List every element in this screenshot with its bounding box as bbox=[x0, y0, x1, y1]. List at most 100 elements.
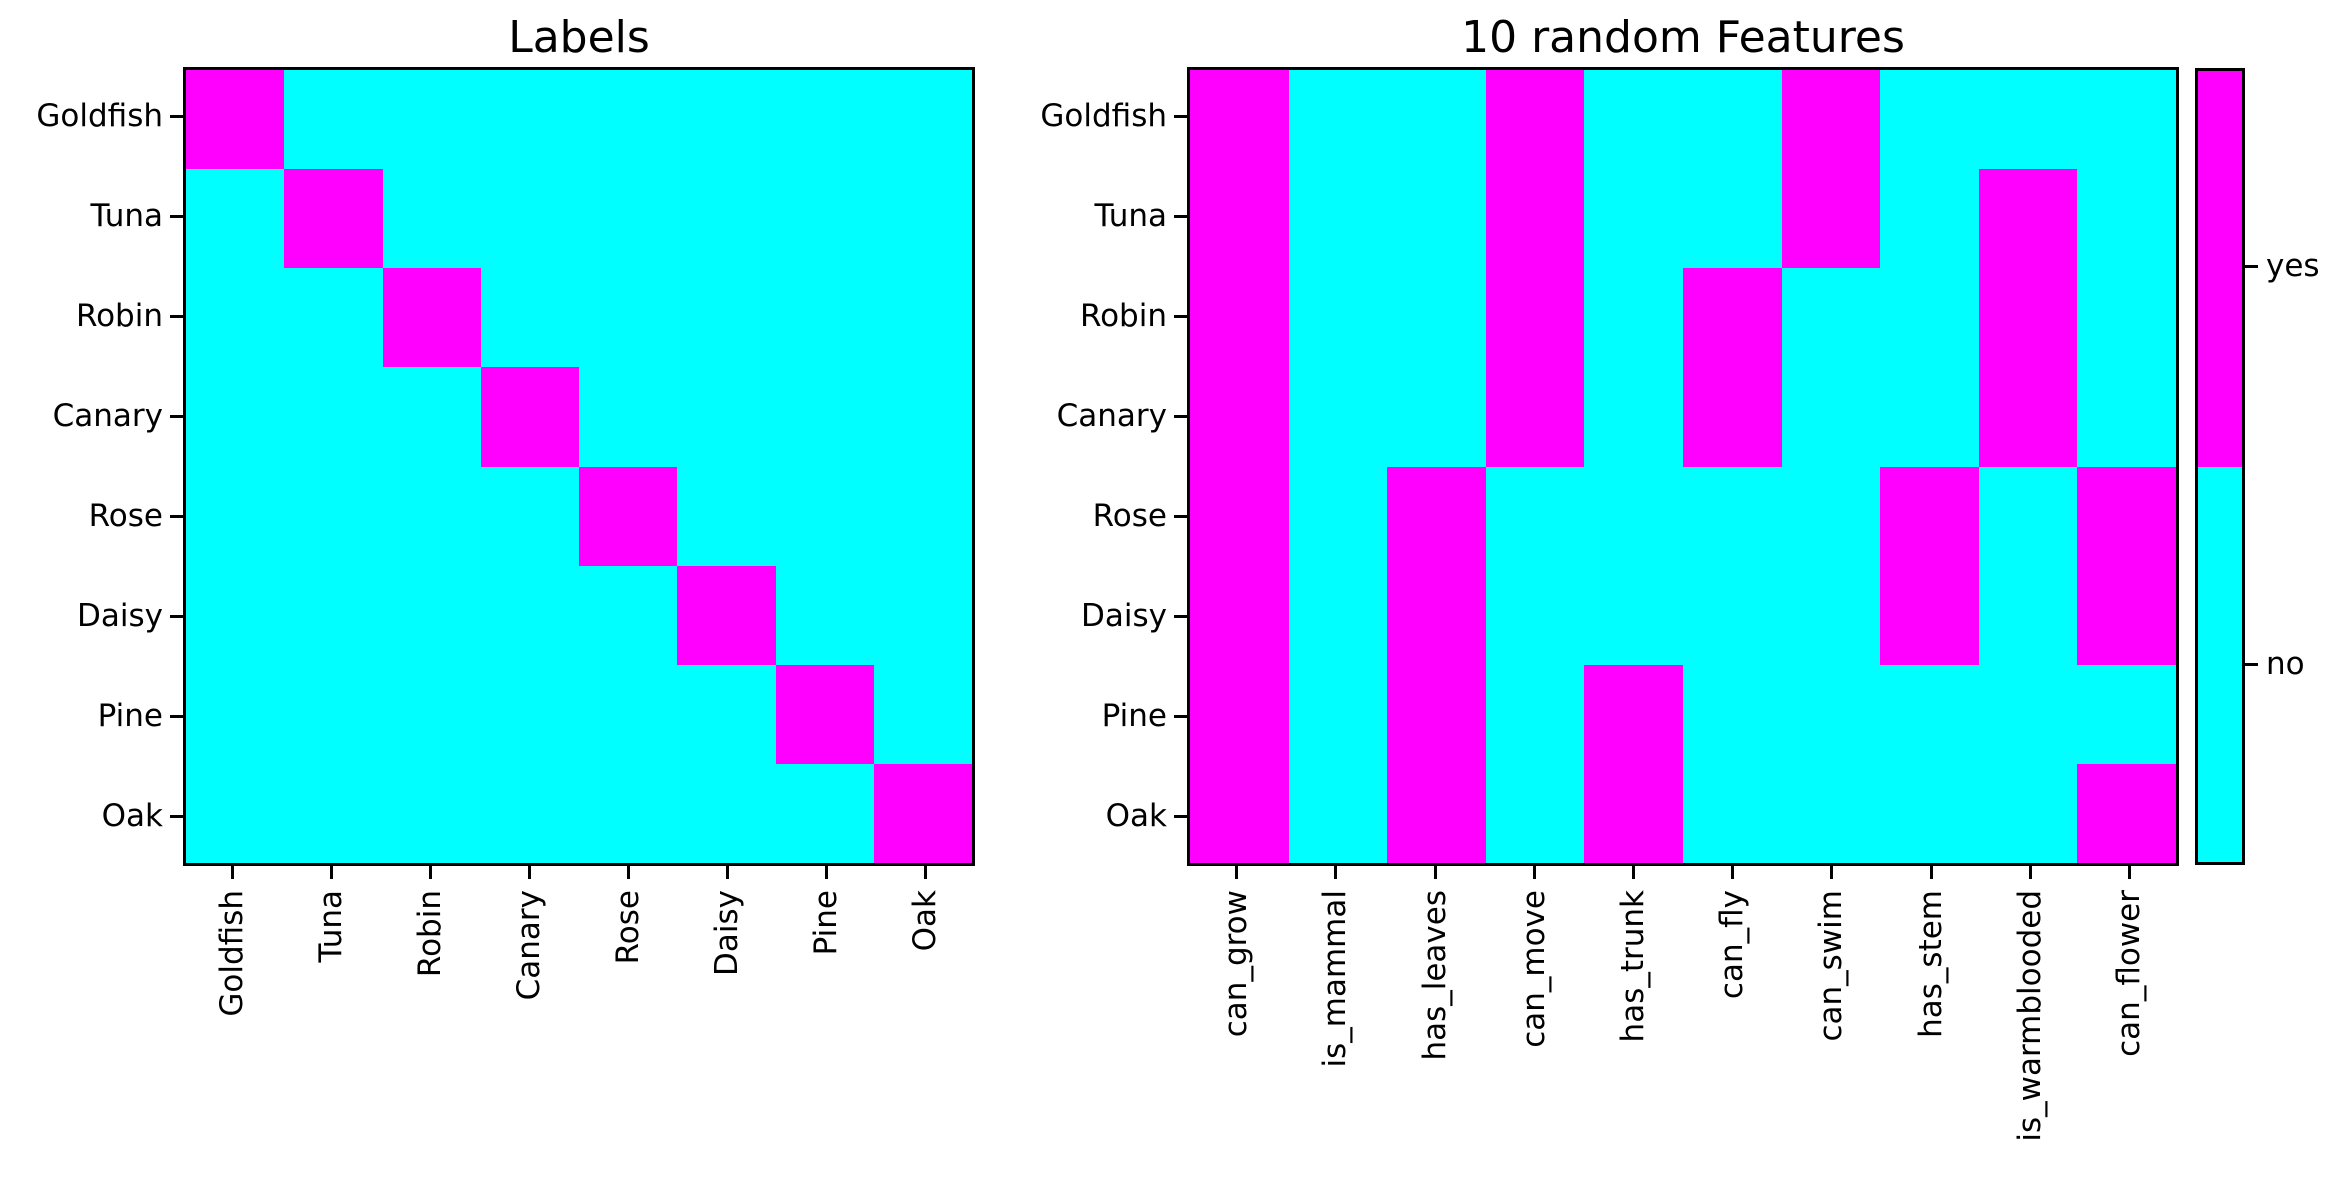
cell-tuna-can-fly bbox=[1682, 169, 1782, 269]
cell-tuna-goldfish bbox=[186, 169, 285, 269]
y-tick-label-robin: Robin bbox=[1079, 298, 1167, 335]
colorbar-label-yes: yes bbox=[2266, 248, 2320, 284]
x-tick-can-fly bbox=[1731, 866, 1735, 879]
cell-canary-daisy bbox=[677, 367, 776, 467]
cell-goldfish-is-mammal bbox=[1288, 70, 1388, 170]
cell-daisy-rose bbox=[579, 565, 678, 665]
cell-oak-daisy bbox=[677, 763, 776, 863]
cell-pine-can-move bbox=[1485, 664, 1585, 764]
cell-pine-canary bbox=[480, 664, 579, 764]
y-tick-label-pine: Pine bbox=[1101, 697, 1167, 734]
x-tick-label-can-grow: can_grow bbox=[1218, 890, 1255, 1038]
cell-oak-robin bbox=[382, 763, 481, 863]
cell-goldfish-daisy bbox=[677, 70, 776, 170]
cell-rose-robin bbox=[382, 466, 481, 566]
y-tick-label-tuna: Tuna bbox=[1094, 198, 1167, 235]
cell-pine-is-warmblooded bbox=[1978, 664, 2078, 764]
colorbar-yes-segment bbox=[2198, 71, 2242, 467]
left-plot-title: Labels bbox=[508, 12, 650, 63]
x-tick-label-is-warmblooded: is_warmblooded bbox=[2011, 890, 2048, 1142]
cell-pine-robin bbox=[382, 664, 481, 764]
cell-goldfish-tuna bbox=[284, 70, 383, 170]
colorbar bbox=[2195, 68, 2245, 865]
y-tick-pine bbox=[1174, 714, 1187, 718]
cell-oak-goldfish bbox=[186, 763, 285, 863]
cell-goldfish-can-move bbox=[1485, 70, 1585, 170]
x-tick-tuna bbox=[330, 866, 333, 879]
cell-tuna-tuna bbox=[284, 169, 383, 269]
cell-goldfish-has-leaves bbox=[1387, 70, 1486, 170]
cell-oak-can-fly bbox=[1682, 763, 1782, 863]
cell-daisy-has-trunk bbox=[1584, 565, 1683, 665]
cell-robin-is-warmblooded bbox=[1978, 268, 2078, 368]
colorbar-no-segment bbox=[2198, 466, 2242, 862]
cell-daisy-robin bbox=[382, 565, 481, 665]
cell-tuna-has-trunk bbox=[1584, 169, 1683, 269]
y-tick-label-pine: Pine bbox=[97, 697, 163, 734]
y-tick-pine bbox=[170, 714, 183, 718]
x-tick-label-goldfish: Goldfish bbox=[214, 890, 250, 1017]
x-tick-label-can-flower: can_flower bbox=[2110, 890, 2147, 1057]
cell-daisy-canary bbox=[480, 565, 579, 665]
x-tick-is-mammal bbox=[1334, 866, 1338, 879]
cell-canary-is-mammal bbox=[1288, 367, 1388, 467]
cell-goldfish-goldfish bbox=[186, 70, 285, 170]
y-tick-tuna bbox=[170, 215, 183, 219]
cell-pine-oak bbox=[873, 664, 972, 764]
cell-daisy-can-grow bbox=[1190, 565, 1289, 665]
x-tick-label-rose: Rose bbox=[610, 890, 646, 965]
cell-tuna-robin bbox=[382, 169, 481, 269]
x-tick-oak bbox=[924, 866, 927, 879]
colorbar-label-no: no bbox=[2266, 646, 2305, 682]
cell-rose-can-grow bbox=[1190, 466, 1289, 566]
cell-tuna-can-swim bbox=[1781, 169, 1881, 269]
cell-oak-can-grow bbox=[1190, 763, 1289, 863]
x-tick-label-pine: Pine bbox=[808, 890, 844, 956]
y-tick-daisy bbox=[1174, 614, 1187, 618]
x-tick-label-is-mammal: is_mammal bbox=[1317, 890, 1354, 1068]
cell-rose-tuna bbox=[284, 466, 383, 566]
cell-goldfish-can-flower bbox=[2077, 70, 2176, 170]
cell-robin-pine bbox=[775, 268, 874, 368]
x-tick-label-canary: Canary bbox=[511, 890, 547, 1001]
cell-daisy-can-move bbox=[1485, 565, 1585, 665]
colorbar-tick-no bbox=[2245, 663, 2258, 666]
cell-pine-can-grow bbox=[1190, 664, 1289, 764]
x-tick-is-warmblooded bbox=[2028, 866, 2032, 879]
cell-rose-canary bbox=[480, 466, 579, 566]
y-tick-canary bbox=[170, 415, 183, 419]
x-tick-has-trunk bbox=[1631, 866, 1635, 879]
cell-rose-has-leaves bbox=[1387, 466, 1486, 566]
cell-robin-can-grow bbox=[1190, 268, 1289, 368]
cell-canary-can-grow bbox=[1190, 367, 1289, 467]
y-tick-label-daisy: Daisy bbox=[1081, 597, 1167, 634]
cell-oak-can-move bbox=[1485, 763, 1585, 863]
cell-oak-tuna bbox=[284, 763, 383, 863]
cell-rose-is-mammal bbox=[1288, 466, 1388, 566]
cell-canary-robin bbox=[382, 367, 481, 467]
cell-robin-can-fly bbox=[1682, 268, 1782, 368]
cell-daisy-daisy bbox=[677, 565, 776, 665]
cell-pine-can-flower bbox=[2077, 664, 2176, 764]
cell-canary-goldfish bbox=[186, 367, 285, 467]
cell-robin-is-mammal bbox=[1288, 268, 1388, 368]
x-tick-can-grow bbox=[1235, 866, 1239, 879]
cell-robin-tuna bbox=[284, 268, 383, 368]
cell-tuna-canary bbox=[480, 169, 579, 269]
y-tick-label-goldfish: Goldfish bbox=[1040, 98, 1167, 135]
cell-goldfish-can-swim bbox=[1781, 70, 1881, 170]
cell-tuna-daisy bbox=[677, 169, 776, 269]
cell-daisy-can-fly bbox=[1682, 565, 1782, 665]
x-tick-can-swim bbox=[1830, 866, 1834, 879]
y-tick-daisy bbox=[170, 614, 183, 618]
x-tick-label-robin: Robin bbox=[412, 890, 448, 978]
cell-oak-is-mammal bbox=[1288, 763, 1388, 863]
cell-pine-has-leaves bbox=[1387, 664, 1486, 764]
cell-tuna-is-mammal bbox=[1288, 169, 1388, 269]
cell-robin-can-flower bbox=[2077, 268, 2176, 368]
cell-canary-has-leaves bbox=[1387, 367, 1486, 467]
cell-robin-canary bbox=[480, 268, 579, 368]
cell-pine-is-mammal bbox=[1288, 664, 1388, 764]
cell-rose-has-trunk bbox=[1584, 466, 1683, 566]
y-tick-label-daisy: Daisy bbox=[77, 597, 163, 634]
